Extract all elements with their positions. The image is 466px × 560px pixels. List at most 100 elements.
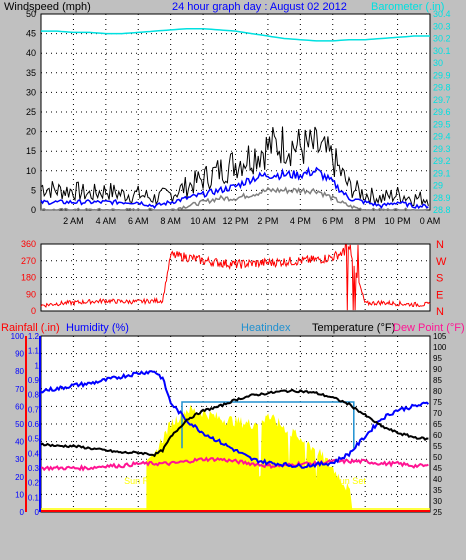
humidity-y-tick-label: 80 <box>15 367 24 376</box>
direction-y-tick-label: 180 <box>21 273 36 283</box>
windspeed-axis-label: Windspeed (mph) <box>4 1 91 13</box>
temperature-y-tick-label: 100 <box>433 343 447 352</box>
rainfall-y-tick-label: 0.4 <box>28 449 40 458</box>
wind-x-tick-label: 8 PM <box>355 216 376 226</box>
humidity-line <box>40 370 430 469</box>
humidity-y-tick-label: 70 <box>15 385 24 394</box>
wind-x-tick-label: 0 AM <box>420 216 441 226</box>
wind-x-tick-label: 10 PM <box>385 216 411 226</box>
compass-label: S <box>436 273 443 285</box>
wind-y-tick-label: 10 <box>26 166 36 176</box>
temperature-y-tick-label: 105 <box>433 332 447 341</box>
compass-label: W <box>436 256 447 268</box>
wind-y-tick-label: 0 <box>31 205 36 215</box>
wind-y-tick-label: 45 <box>26 29 36 39</box>
sunrise-annotation: Sun Rise <box>124 476 161 486</box>
wind-x-tick-label: 4 PM <box>290 216 311 226</box>
direction-y-tick-label: 90 <box>26 289 36 299</box>
barometer-y-tick-label: 30.4 <box>433 9 451 19</box>
humidity-y-tick-label: 20 <box>15 473 24 482</box>
humidity-y-tick-label: 90 <box>15 350 24 359</box>
barometer-y-tick-label: 30 <box>433 58 443 68</box>
barometer-y-tick-label: 29.1 <box>433 168 451 178</box>
barometer-y-tick-label: 28.8 <box>433 205 451 215</box>
humidity-y-tick-label: 100 <box>11 332 25 341</box>
barometer-axis-label: Barometer (.in) <box>371 1 444 13</box>
barometer-y-tick-label: 29.5 <box>433 119 451 129</box>
barometer-y-tick-label: 28.9 <box>433 193 451 203</box>
temperature-y-tick-label: 40 <box>433 475 442 484</box>
temperature-line <box>40 388 429 458</box>
compass-label: N <box>436 239 444 251</box>
temperature-y-tick-label: 50 <box>433 453 442 462</box>
humidity-y-tick-label: 40 <box>15 438 24 447</box>
wind-y-tick-label: 15 <box>26 146 36 156</box>
direction-y-tick-label: 270 <box>21 256 36 266</box>
direction-y-tick-label: 0 <box>31 306 36 316</box>
barometer-y-tick-label: 30.2 <box>433 34 451 44</box>
barometer-line <box>41 27 430 42</box>
humidity-y-tick-label: 10 <box>15 490 24 499</box>
barometer-y-tick-label: 29.4 <box>433 132 451 142</box>
barometer-y-tick-label: 29.7 <box>433 95 451 105</box>
wind-y-tick-label: 50 <box>26 9 36 19</box>
wind-min-line <box>40 186 429 211</box>
barometer-y-tick-label: 29.6 <box>433 107 451 117</box>
wind-x-tick-label: 10 AM <box>190 216 216 226</box>
temperature-y-tick-label: 30 <box>433 497 442 506</box>
legend-heatindex: Heatindex <box>241 322 291 334</box>
sunset-annotation: Sun Set <box>334 476 367 486</box>
wind-x-tick-label: 6 PM <box>322 216 343 226</box>
wind-x-tick-label: 12 PM <box>222 216 248 226</box>
wind-x-tick-label: 2 AM <box>63 216 84 226</box>
wind-x-tick-label: 6 AM <box>128 216 149 226</box>
compass-label: E <box>436 289 443 301</box>
temperature-y-tick-label: 60 <box>433 431 442 440</box>
humidity-y-tick-label: 0 <box>20 508 25 517</box>
barometer-y-tick-label: 29.8 <box>433 83 451 93</box>
rainfall-y-tick-label: 0.6 <box>28 420 40 429</box>
temperature-y-tick-label: 95 <box>433 354 442 363</box>
humidity-y-tick-label: 60 <box>15 402 24 411</box>
rainfall-y-tick-label: 0.2 <box>28 479 40 488</box>
legend-dewpoint: Dew Point (°F) <box>393 322 465 334</box>
wind-y-tick-label: 25 <box>26 107 36 117</box>
rainfall-y-tick-label: 0.1 <box>28 493 40 502</box>
temperature-y-tick-label: 75 <box>433 398 442 407</box>
chart-title: 24 hour graph day : August 02 2012 <box>172 1 347 13</box>
humidity-y-tick-label: 30 <box>15 455 24 464</box>
legend-humidity: Humidity (%) <box>66 322 129 334</box>
temperature-y-tick-label: 55 <box>433 442 442 451</box>
barometer-y-tick-label: 30.3 <box>433 21 451 31</box>
wind-y-tick-label: 40 <box>26 48 36 58</box>
legend-rainfall: Rainfall (.in) <box>1 322 60 334</box>
wind-x-tick-label: 4 AM <box>96 216 117 226</box>
wind-gust-line <box>40 126 429 207</box>
rainfall-y-tick-label: 1 <box>35 361 40 370</box>
barometer-y-tick-label: 29 <box>433 181 443 191</box>
wind-y-tick-label: 35 <box>26 68 36 78</box>
rainfall-y-tick-label: 1.2 <box>28 332 40 341</box>
dewpoint-line <box>40 456 429 472</box>
rainfall-y-tick-label: 0.8 <box>28 391 40 400</box>
barometer-y-tick-label: 29.3 <box>433 144 451 154</box>
temperature-y-tick-label: 85 <box>433 376 442 385</box>
wind-x-tick-label: 8 AM <box>160 216 181 226</box>
temperature-y-tick-label: 80 <box>433 387 442 396</box>
barometer-y-tick-label: 29.2 <box>433 156 451 166</box>
wind-y-tick-label: 5 <box>31 185 36 195</box>
barometer-y-tick-label: 29.9 <box>433 70 451 80</box>
barometer-y-tick-label: 30.1 <box>433 46 451 56</box>
temperature-y-tick-label: 35 <box>433 486 442 495</box>
wind-y-tick-label: 20 <box>26 127 36 137</box>
wind-plot-area <box>40 13 431 211</box>
temperature-y-tick-label: 70 <box>433 409 442 418</box>
compass-label: N <box>436 306 444 318</box>
wind-average-line <box>40 166 429 210</box>
direction-y-tick-label: 360 <box>21 239 36 249</box>
rainfall-y-tick-label: 0.5 <box>28 435 40 444</box>
rainfall-y-tick-label: 1.1 <box>28 347 40 356</box>
rainfall-y-tick-label: 0 <box>35 508 40 517</box>
